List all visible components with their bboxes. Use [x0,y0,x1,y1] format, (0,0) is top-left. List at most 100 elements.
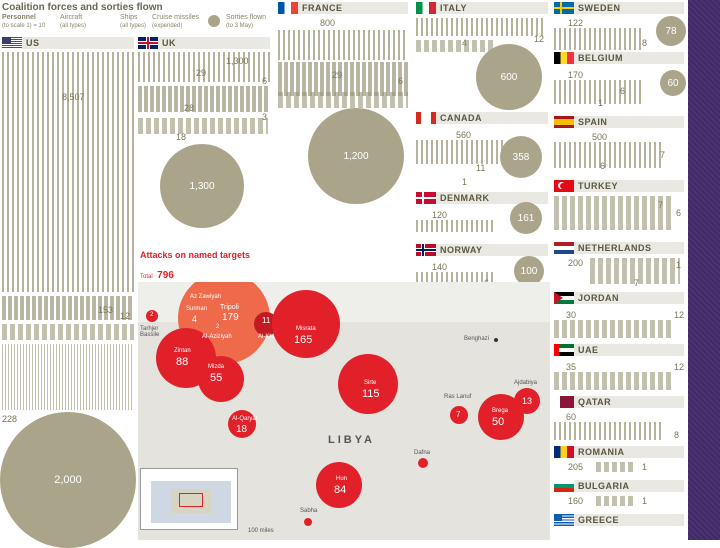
target-label-sabha: Sabha [300,508,318,514]
turkey-icons [554,196,674,230]
header-bulgaria: BULGARIA [554,480,684,492]
attacks-title: Attacks on named targets [140,250,251,260]
jordan-flag-icon [554,292,574,304]
turkey-flag-icon [554,180,574,192]
norway-sorties-bubble: 100 [514,256,544,286]
header-france: FRANCE [278,2,408,14]
target-value-surman: 4 [192,314,198,324]
turkey-ships-value: 7 [658,200,664,210]
header-uk: UK [138,37,270,49]
target-label-tripoli: Tripoli [220,304,239,311]
uk-personnel-value: 1,300 [226,56,249,66]
belgium-extra-value: 1 [598,98,604,108]
target-value-hun: 84 [334,484,347,496]
target-misrata [272,290,340,358]
uk-ships2-value: 3 [262,112,268,122]
target-value-zintan: 88 [176,356,189,368]
us-aircraft-icons [2,296,134,320]
canada-ships-value: 1 [462,177,468,187]
attacks-total-value: 796 [157,270,174,281]
target-hun [316,462,362,508]
country-label: LIBYA [328,434,375,446]
target-value-tripoli: 179 [222,312,239,323]
qatar-flag-icon [554,396,574,408]
belgium-flag-icon [554,52,574,64]
us-personnel-value: 8,507 [62,92,85,102]
country-name-france: FRANCE [302,3,343,13]
header-canada: CANADA [416,112,548,124]
target-label-tarhjer: Tarhjer Bassile [140,326,160,338]
target-label-ras-lanuf: Ras Lanuf [444,394,472,400]
qatar-personnel-value: 60 [566,412,577,422]
greece-flag-icon [554,514,574,526]
romania-ships-value: 1 [642,462,648,472]
uk-aircraft-icons [138,86,268,112]
romania-ship-icons [596,462,636,472]
spain-personnel-value: 500 [592,132,608,142]
qatar-icons [554,422,664,440]
country-name-sweden: SWEDEN [578,3,621,13]
uae-icons [554,372,674,390]
canada-flag-icon [416,112,436,124]
norway-sorties-value: 100 [520,265,538,277]
country-name-us: US [26,38,40,48]
spain-flag-icon [554,116,574,128]
bulgaria-ships-value: 1 [642,496,648,506]
belgium-sorties-bubble: 60 [660,70,686,96]
belgium-sorties-value: 60 [667,77,679,89]
france-flag-icon [278,2,298,14]
target-label-misrata: Misrata [296,326,316,332]
canada-aircraft-value: 11 [476,163,486,173]
target-label-zintan: Zintan [174,348,191,354]
target-label-sirte: Sirte [364,380,377,386]
header-uae: UAE [554,344,684,356]
header-greece: GREECE [554,514,684,526]
country-name-italy: ITALY [440,3,468,13]
target-value-al-khums: 11 [262,316,271,325]
jordan-personnel-value: 30 [566,310,577,320]
target-ajdabiya [514,388,540,414]
place-benghazi: Benghazi [464,336,490,342]
country-name-uk: UK [162,38,176,48]
country-name-spain: SPAIN [578,117,608,127]
romania-flag-icon [554,446,574,458]
us-personnel-icons [2,52,134,292]
country-name-turkey: TURKEY [578,181,619,191]
norway-personnel-icons [416,272,496,284]
country-name-uae: UAE [578,345,599,355]
netherlands-extra-value: 7 [634,278,640,288]
uk-extra-value: 28 [184,103,195,113]
legend-ships-sub: (all types) [120,23,147,29]
belgium-ships-value: 6 [620,86,626,96]
target-value-al-aziziyah: 2 [216,324,220,330]
target-label-brega: Brega [492,408,509,414]
attacks-total: Total 796 [140,265,174,283]
attacks-total-label: Total [140,274,153,280]
italy-sorties-bubble: 600 [476,44,542,110]
target-mizda [198,356,244,402]
legend-ships: Ships [120,14,138,21]
header-netherlands: NETHERLANDS [554,242,684,254]
france-ship-icons [278,92,408,108]
uae-flag-icon [554,344,574,356]
france-personnel-icons [278,30,408,60]
turkey-extra-value: 6 [676,208,682,218]
country-name-bulgaria: BULGARIA [578,481,630,491]
chart-title: Coalition forces and sorties flown [2,2,163,13]
target-value-sirte: 115 [362,388,380,400]
country-name-netherlands: NETHERLANDS [578,243,652,253]
header-denmark: DENMARK [416,192,548,204]
benghazi-dot [494,338,498,342]
target-tarhjer [146,310,158,322]
spain-ships-value: 7 [660,150,666,160]
netherlands-icons [590,258,680,284]
romania-personnel-value: 205 [568,462,584,472]
legend-sorties-dot [208,15,220,27]
italy-ships-value: 12 [534,34,545,44]
jordan-icons [554,320,674,338]
legend-personnel: Personnel [2,14,36,21]
header-spain: SPAIN [554,116,684,128]
target-value-brega: 50 [492,416,505,428]
belgium-icons [554,80,644,104]
netherlands-ships-value: 1 [676,260,682,270]
